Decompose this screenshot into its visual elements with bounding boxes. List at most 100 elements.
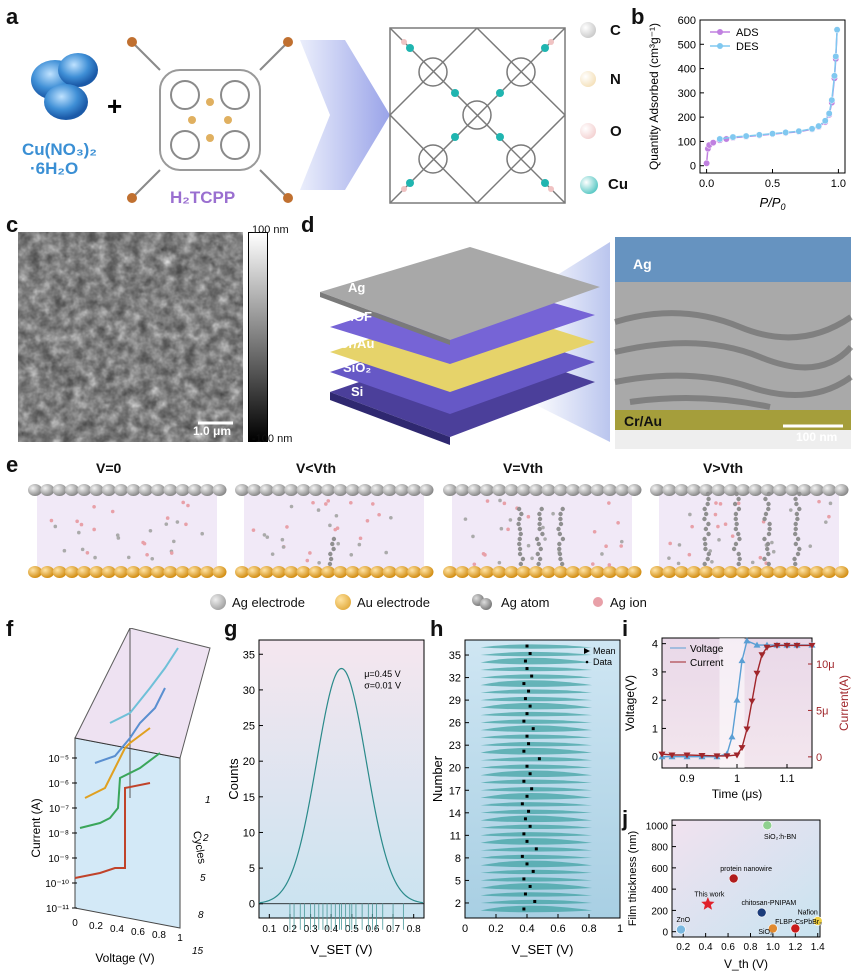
data-point-des — [755, 131, 763, 139]
ag-filament-atom — [535, 551, 540, 557]
ion-particle — [92, 504, 96, 509]
x-tick-label: 0.5 — [765, 178, 780, 190]
au-electrode-atom — [151, 566, 165, 578]
au-electrode-atom — [64, 566, 79, 578]
ag-filament-atom — [520, 556, 526, 562]
ag-electrode-atom — [748, 484, 763, 496]
ag-filament-atom — [763, 511, 769, 517]
point-label: FLBP-CsPbBr₃ — [775, 919, 822, 926]
violin-shape — [480, 666, 593, 672]
ag-electrode-atom — [407, 484, 422, 496]
mean-marker — [523, 817, 527, 821]
benchmark-point — [812, 916, 823, 926]
mean-marker — [520, 802, 524, 806]
ag-filament-atom — [328, 556, 334, 562]
ag-electrode-atom — [333, 484, 348, 496]
violin-shape — [480, 747, 593, 755]
ag-electrode-atom — [28, 484, 42, 496]
point-label: protein nanowire — [720, 866, 772, 873]
au-electrode-atom — [394, 566, 409, 578]
x-tick-label: 0.4 — [519, 923, 534, 935]
violin-shape — [480, 764, 593, 769]
ag-electrode-atom — [345, 484, 360, 496]
point-label: ZnO — [676, 917, 690, 924]
nitrogen-legend-label: N — [610, 71, 621, 88]
ion-particle — [526, 543, 531, 548]
ag-filament-atom — [536, 541, 541, 547]
reagent-label: Cu(NO₃)₂ — [22, 140, 97, 159]
data-point-des — [825, 110, 833, 117]
au-electrode-atom — [28, 566, 42, 578]
ag-filament-atom — [797, 506, 802, 512]
benchmark-point — [676, 924, 686, 935]
mean-marker — [523, 892, 527, 896]
z-axis-label: Cycles — [190, 830, 208, 865]
ag-filament-atom — [534, 536, 540, 542]
x-tick-label: 0 — [462, 923, 468, 935]
panel-label-g: g — [224, 616, 238, 641]
y-tick-label: 10⁻⁹ — [48, 854, 69, 865]
au-electrode-atom — [52, 566, 67, 578]
panel-a-illustration: + — [31, 27, 566, 204]
ion-particle — [317, 560, 321, 565]
y-tick-label: 100 — [678, 136, 696, 148]
y-tick-label: 8 — [455, 853, 461, 865]
mean-marker — [531, 727, 535, 731]
ag-atom-icon-2 — [480, 598, 492, 610]
ag-electrode-atom — [809, 484, 824, 496]
ag-electrode-label: Ag electrode — [232, 595, 305, 610]
x-tick-label: 1 — [617, 923, 623, 935]
ag-electrode-atom — [602, 484, 617, 496]
y-tick-label: 200 — [678, 112, 696, 124]
violin-shape — [480, 711, 593, 717]
ag-filament-atom — [736, 496, 741, 502]
ion-particle — [592, 529, 597, 534]
x-tick-label: 0.8 — [581, 923, 596, 935]
mean-marker — [537, 757, 541, 761]
ion-particle — [172, 539, 176, 544]
violin-shape — [480, 657, 593, 665]
x-tick-label: 0.0 — [699, 178, 714, 190]
violin-shape — [480, 838, 593, 845]
ion-particle — [384, 550, 388, 555]
ag-filament-atom — [733, 516, 738, 522]
ion-particle — [316, 508, 321, 512]
ag-electrode-atom — [467, 484, 482, 496]
mean-marker — [525, 862, 529, 866]
violin-shape — [480, 802, 593, 807]
oxygen-legend-icon — [580, 123, 596, 139]
ion-particle — [281, 545, 286, 549]
y-tick-label: 10⁻⁷ — [49, 804, 69, 815]
ag-filament-atom — [538, 546, 543, 552]
voltage-point — [743, 637, 751, 644]
ag-filament-atom — [537, 511, 542, 517]
ag-filament-atom — [517, 541, 522, 547]
ag-filament-atom — [703, 526, 709, 532]
reaction-arrow-icon — [300, 40, 390, 190]
au-electrode-atom — [308, 566, 323, 578]
violin-shape — [480, 787, 593, 792]
ag-electrode-atom — [723, 484, 738, 496]
y-left-tick-label: 2 — [652, 695, 658, 707]
au-electrode-atom — [785, 566, 800, 578]
au-electrode-atom — [590, 566, 605, 578]
mean-marker — [523, 697, 527, 701]
ag-filament-atom — [706, 521, 711, 527]
ag-filament-atom — [762, 556, 767, 562]
au-electrode-atom — [40, 566, 55, 578]
violin-shape — [480, 757, 593, 762]
ion-particle — [92, 527, 96, 532]
ion-particle — [150, 556, 155, 561]
y-tick-label: 17 — [449, 785, 461, 797]
ag-filament-atom — [737, 556, 742, 562]
ag-filament-atom — [766, 561, 771, 567]
y-tick-label: 25 — [243, 721, 255, 733]
ion-particle — [667, 556, 671, 560]
violin-shape — [480, 877, 593, 882]
mean-marker — [528, 772, 532, 776]
benchmark-point — [762, 820, 773, 831]
ag-filament-atom — [737, 536, 742, 542]
ion-particle — [758, 555, 763, 560]
au-electrode-atom — [541, 566, 556, 578]
ion-particle — [718, 502, 723, 506]
